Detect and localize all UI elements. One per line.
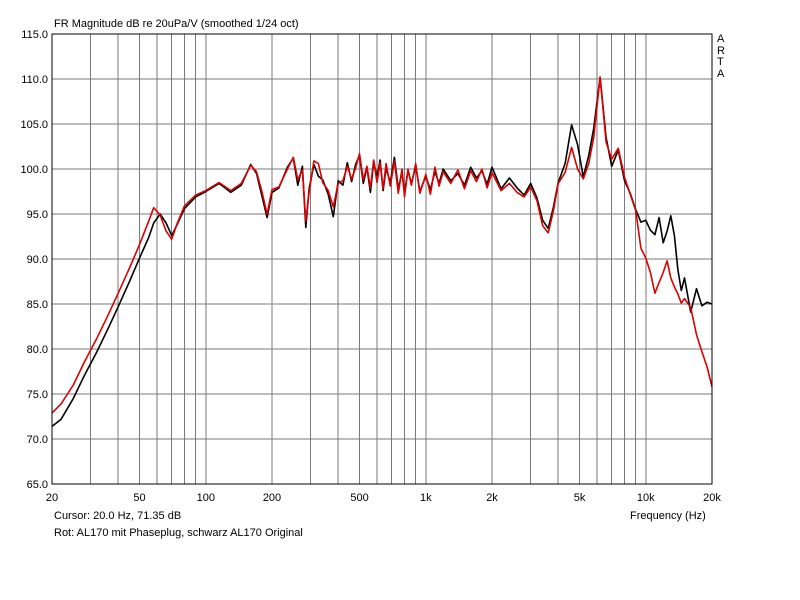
x-tick-label: 50 — [133, 492, 145, 504]
chart-title: FR Magnitude dB re 20uPa/V (smoothed 1/2… — [54, 18, 299, 30]
y-tick-label: 90.0 — [27, 254, 48, 266]
y-tick-label: 70.0 — [27, 434, 48, 446]
x-tick-label: 200 — [263, 492, 281, 504]
y-tick-label: 85.0 — [27, 299, 48, 311]
x-tick-label: 20 — [46, 492, 58, 504]
series-line-1 — [51, 76, 713, 428]
plot-frame — [51, 33, 713, 485]
y-tick-label: 110.0 — [21, 74, 48, 86]
legend-note: Rot: AL170 mit Phaseplug, schwarz AL170 … — [54, 527, 303, 539]
y-tick-label: 115.0 — [21, 29, 48, 41]
x-axis-label: Frequency (Hz) — [630, 510, 706, 522]
cursor-readout: Cursor: 20.0 Hz, 71.35 dB — [54, 510, 182, 522]
y-tick-label: 100.0 — [20, 164, 48, 176]
brand-letter: T — [717, 56, 724, 68]
series-group — [51, 76, 713, 428]
x-tick-label: 5k — [574, 492, 586, 504]
x-tick-label: 100 — [197, 492, 215, 504]
y-tick-label: 65.0 — [27, 479, 48, 491]
x-tick-label: 2k — [486, 492, 498, 504]
series-line-2 — [51, 76, 713, 414]
brand-letter: A — [717, 33, 725, 45]
x-tick-label: 20k — [703, 492, 721, 504]
tick-labels: 115.0 110.0 105.0 100.0 95.0 90.0 85.0 80.0 75.0… — [20, 29, 721, 504]
y-tick-label: 80.0 — [27, 344, 48, 356]
x-tick-label: 500 — [350, 492, 368, 504]
y-tick-label: 105.0 — [20, 119, 48, 131]
y-tick-label: 75.0 — [27, 389, 48, 401]
arta-brand: A R T A — [717, 33, 725, 80]
brand-letter: R — [717, 44, 725, 57]
x-tick-label: 1k — [420, 492, 432, 504]
brand-letter: A — [717, 67, 725, 80]
y-tick-label: 95.0 — [27, 209, 48, 221]
grid — [52, 34, 712, 484]
x-tick-label: 10k — [637, 492, 655, 504]
